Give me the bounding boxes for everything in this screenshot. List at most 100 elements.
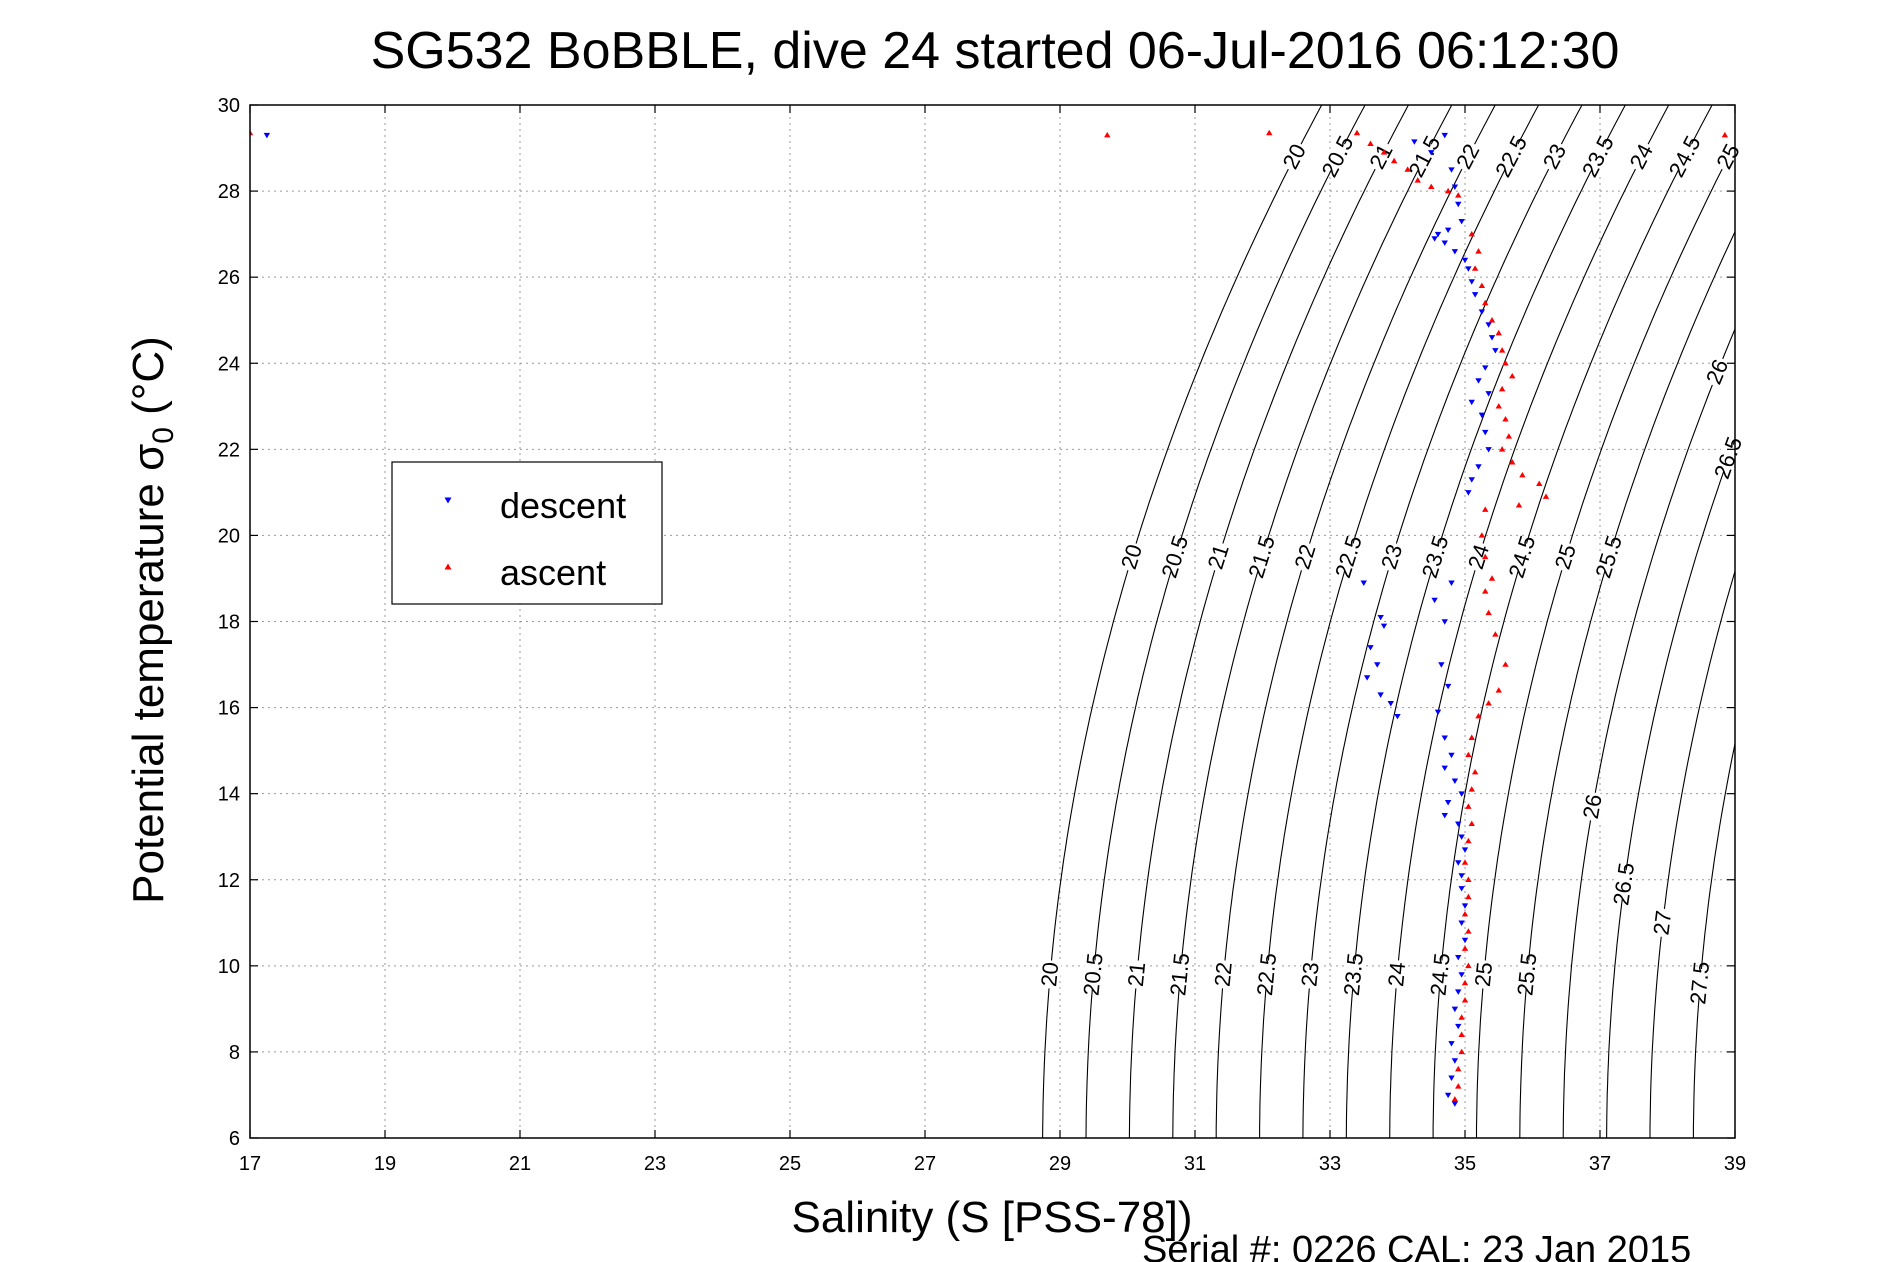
contour-label-bg — [1378, 540, 1406, 574]
descent-point — [1431, 597, 1438, 604]
ascent-point — [1451, 1096, 1459, 1102]
ascent-point — [1468, 230, 1475, 237]
x-tick-label: 23 — [644, 1153, 666, 1175]
descent-point — [1455, 860, 1462, 866]
ascent-point — [1471, 265, 1479, 271]
ascent-point — [1390, 157, 1398, 164]
ascent-point — [1482, 299, 1489, 306]
y-axis-ticks: 6 8 10 12 14 16 18 20 22 24 26 28 30 — [218, 95, 1735, 1150]
x-tick-label: 25 — [779, 1153, 801, 1175]
ascent-point — [1465, 837, 1472, 844]
descent-point — [1455, 1023, 1462, 1030]
contour-label-bg — [1626, 139, 1658, 174]
y-tick-label: 20 — [218, 525, 240, 547]
descent-point — [1478, 412, 1486, 419]
ascent-point — [1536, 480, 1543, 487]
contour-label-bg — [1212, 959, 1236, 990]
descent-point — [1485, 447, 1492, 453]
ascent-point — [1468, 786, 1475, 792]
descent-point — [1363, 675, 1371, 681]
descent-point — [1444, 227, 1452, 234]
contour-label-bg — [1465, 540, 1493, 574]
descent-point — [1458, 834, 1465, 840]
descent-point — [1444, 800, 1452, 806]
descent-point — [1455, 989, 1462, 995]
contour-label-bg — [1169, 959, 1192, 990]
descent-point — [263, 132, 271, 139]
descent-point — [1485, 322, 1492, 328]
contour-label-bg — [1118, 540, 1146, 574]
descent-point — [1380, 623, 1388, 630]
descent-point — [1394, 713, 1401, 720]
x-tick-label: 27 — [914, 1153, 936, 1175]
contour-label-bg — [1248, 540, 1276, 574]
descent-point — [1428, 150, 1435, 156]
ascent-point — [1495, 687, 1502, 693]
isopycnal-line — [1692, 741, 1735, 1138]
contour-label-bg — [1688, 968, 1712, 998]
y-tick-label: 12 — [218, 870, 240, 892]
ascent-point — [1104, 131, 1111, 138]
contour-label-bg — [1612, 868, 1637, 900]
descent-point — [1377, 692, 1384, 698]
contour-label-bg — [1125, 959, 1149, 990]
contour-label-bg — [1452, 139, 1484, 174]
x-tick-label: 29 — [1049, 1153, 1071, 1175]
descent-point — [1448, 1041, 1455, 1047]
ascent-point — [1502, 416, 1509, 422]
contour-label: 26 — [1578, 792, 1607, 821]
contour-label: 22.5 — [1252, 952, 1281, 997]
x-tick-label: 37 — [1589, 1153, 1611, 1175]
ascent-point — [1482, 553, 1489, 560]
contour-label: 26.5 — [1608, 861, 1639, 907]
contour-label-bg — [1669, 139, 1701, 174]
contour-label: 20 — [1036, 961, 1063, 988]
contour-label-bg — [1161, 540, 1190, 574]
contour-label-bg — [1539, 139, 1571, 174]
y-tick-label: 10 — [218, 956, 240, 978]
contour-label-bg — [1082, 959, 1105, 990]
contour-label-bg — [1322, 139, 1354, 174]
descent-point — [1448, 752, 1455, 759]
descent-point — [1451, 249, 1459, 255]
descent-point — [1471, 292, 1479, 298]
contour-label: 25 — [1470, 961, 1497, 988]
ascent-point — [1509, 372, 1516, 379]
ascent-point — [1502, 661, 1509, 667]
ascent-point — [1461, 997, 1469, 1003]
descent-point — [1458, 920, 1465, 926]
isopycnal-line — [1824, 105, 1891, 1138]
descent-point — [1448, 1075, 1455, 1081]
descent-point — [1465, 266, 1472, 272]
descent-point — [1458, 972, 1465, 978]
ascent-point — [1478, 532, 1486, 538]
descent-point — [1451, 1058, 1459, 1064]
ascent-point — [1461, 979, 1469, 986]
ascent-point — [1461, 859, 1469, 865]
ascent-point — [1465, 962, 1472, 969]
descent-point — [1444, 1092, 1452, 1099]
ascent-point — [1367, 140, 1374, 146]
ascent-point — [1488, 317, 1496, 323]
descent-point — [1488, 335, 1496, 341]
contour-label-bg — [1335, 540, 1363, 574]
contour-label-bg — [1385, 959, 1409, 990]
ascent-point — [1414, 177, 1421, 183]
y-tick-label: 26 — [218, 267, 240, 289]
x-axis-label: Salinity (S [PSS-78]) — [791, 1193, 1192, 1242]
calibration-footer: Serial #: 0226 CAL: 23 Jan 2015 — [1142, 1229, 1691, 1262]
descent-point — [1441, 132, 1448, 139]
contour-label-bg — [1516, 959, 1539, 990]
descent-point — [1441, 240, 1448, 246]
descent-point — [1461, 257, 1469, 264]
x-tick-label: 31 — [1184, 1153, 1206, 1175]
y-tick-label: 18 — [218, 612, 240, 634]
descent-point — [1485, 391, 1492, 397]
contour-label: 27 — [1648, 909, 1676, 936]
ascent-point — [1458, 1014, 1465, 1020]
descent-point — [1468, 477, 1475, 483]
contour-label-bg — [1429, 959, 1452, 990]
ascent-point — [1455, 192, 1462, 198]
descent-point — [1367, 645, 1374, 651]
